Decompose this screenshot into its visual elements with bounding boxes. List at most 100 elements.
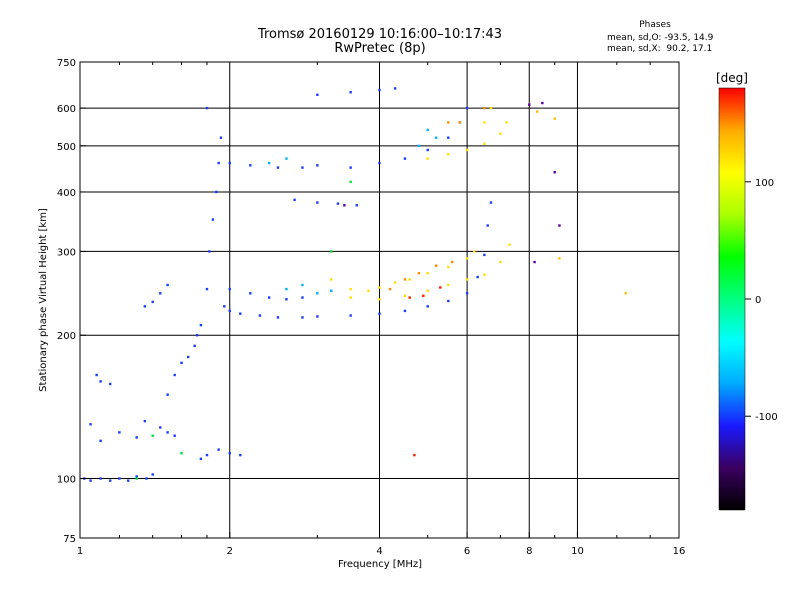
data-point [135, 436, 138, 439]
data-point [422, 294, 425, 298]
data-point [499, 132, 502, 135]
x-tick-label: 1 [77, 546, 83, 557]
data-point [217, 448, 220, 451]
data-point [215, 190, 218, 194]
data-point [151, 300, 154, 304]
data-point [316, 93, 319, 96]
x-tick-label: 16 [673, 546, 686, 557]
data-point [127, 479, 130, 482]
chart-title: Tromsø 20160129 10:16:00–10:17:43 [257, 27, 503, 42]
data-point [143, 305, 147, 308]
data-point [89, 423, 92, 426]
colorbar-tick-label: -100 [755, 412, 778, 423]
data-point [426, 289, 429, 292]
data-point [199, 457, 203, 461]
data-point [108, 382, 112, 386]
x-tick-label: 4 [376, 546, 382, 557]
ticks-layer: 1 2 4 6 8 10 16 75 100 200 300 400 500 600 750 [57, 58, 685, 557]
data-point [472, 250, 476, 253]
data-point [285, 298, 288, 301]
data-point [330, 278, 333, 281]
data-point [205, 287, 209, 291]
data-point [533, 260, 536, 264]
data-point [355, 204, 358, 207]
data-point [330, 250, 333, 253]
data-point [276, 166, 280, 169]
data-point [349, 296, 352, 299]
data-point [135, 475, 138, 478]
data-point [195, 334, 199, 337]
data-point [541, 101, 544, 105]
data-point [367, 289, 370, 292]
data-point [285, 157, 288, 160]
data-point [417, 144, 421, 148]
data-point [378, 298, 381, 301]
data-point [180, 452, 183, 455]
data-point [349, 91, 352, 94]
data-point [483, 121, 486, 124]
data-point [483, 253, 486, 257]
data-point [403, 294, 407, 298]
data-point [465, 292, 469, 295]
data-point [316, 315, 319, 318]
data-point [159, 426, 162, 429]
data-point [228, 452, 231, 455]
colorbar-tick-label: 0 [755, 295, 761, 306]
data-point [301, 166, 304, 169]
data-point [239, 312, 242, 315]
y-tick-label: 400 [57, 188, 76, 199]
data-point [211, 218, 215, 221]
data-point [408, 296, 411, 299]
data-point [447, 283, 450, 287]
data-point [276, 316, 280, 319]
data-point [434, 264, 438, 267]
data-point [118, 431, 121, 434]
data-point [145, 477, 148, 480]
colorbar-ticks: 100 0 -100 [745, 178, 778, 423]
data-point [267, 296, 271, 299]
points-layer [83, 87, 627, 482]
phases-label: Phases [639, 20, 671, 30]
data-point [499, 260, 502, 264]
data-point [336, 202, 340, 205]
data-point [349, 180, 352, 184]
data-point [417, 272, 421, 275]
data-point [108, 479, 112, 482]
data-point [316, 201, 319, 204]
data-point [426, 157, 429, 160]
data-point [434, 136, 438, 139]
data-point [228, 309, 231, 313]
data-point [393, 87, 397, 90]
data-point [349, 314, 352, 317]
data-point [349, 287, 352, 291]
data-point [180, 361, 183, 365]
data-point [166, 431, 169, 434]
data-point [505, 121, 508, 124]
data-point [228, 161, 231, 165]
data-point [205, 453, 209, 457]
data-point [489, 106, 493, 110]
data-point [465, 257, 469, 260]
data-point [343, 204, 346, 207]
data-point [439, 286, 442, 289]
data-point [166, 283, 169, 287]
data-point [99, 380, 102, 383]
data-point [465, 106, 469, 110]
data-point [99, 439, 102, 443]
x-tick-label: 8 [526, 546, 532, 557]
data-point [378, 161, 381, 165]
data-point [486, 224, 489, 227]
data-point [151, 434, 154, 437]
y-tick-label: 300 [57, 247, 76, 258]
data-point [450, 260, 454, 264]
data-point [301, 283, 304, 287]
data-point [293, 198, 296, 202]
data-point [403, 278, 407, 281]
data-point [536, 110, 539, 113]
data-point [316, 164, 319, 167]
data-point [403, 309, 407, 313]
data-point [403, 157, 407, 160]
x-axis-label: Frequency [MHz] [338, 559, 422, 570]
data-point [159, 292, 162, 295]
data-point [173, 434, 176, 437]
